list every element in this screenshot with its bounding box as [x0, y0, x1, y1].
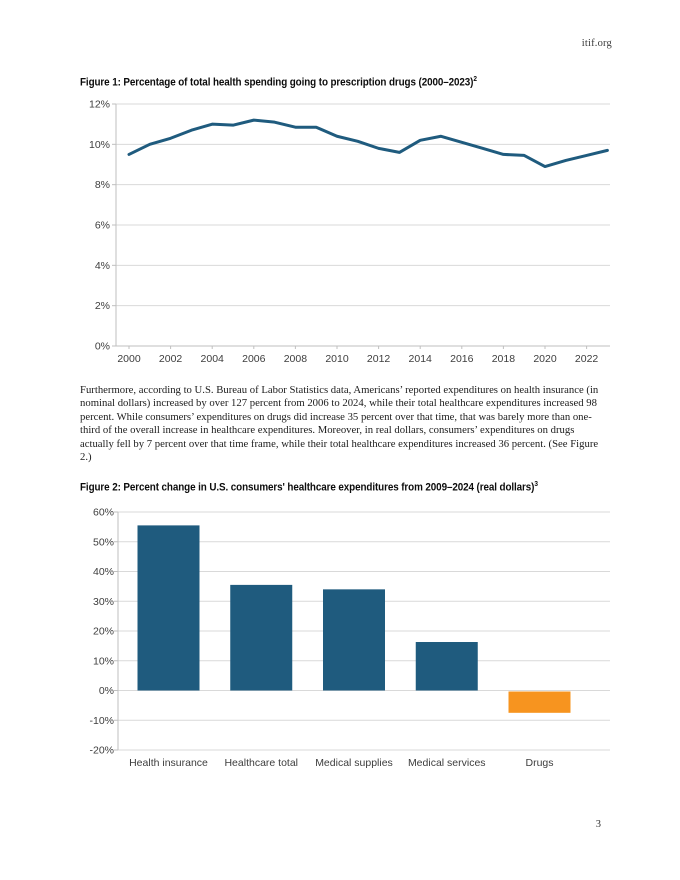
axis-tick-label: -20% — [89, 745, 114, 757]
axis-tick-label: 2008 — [284, 353, 308, 365]
axis-tick-label: 2014 — [409, 353, 433, 365]
body-paragraph: Furthermore, according to U.S. Bureau of… — [80, 384, 599, 464]
axis-tick-label: 2010 — [325, 353, 349, 365]
chart-bar — [230, 584, 293, 691]
axis-tick-label: 4% — [95, 260, 110, 272]
figure2-footnote-ref: 3 — [534, 481, 538, 488]
axis-tick-label: 6% — [95, 220, 110, 232]
page-number: 3 — [595, 819, 601, 830]
chart-bar — [415, 642, 478, 691]
axis-tick-label: 20% — [93, 626, 114, 638]
figure1-title: Figure 1: Percentage of total health spe… — [80, 76, 507, 89]
axis-tick-label: 40% — [93, 566, 114, 578]
axis-tick-label: 10% — [89, 139, 110, 151]
figure2-bar-chart: -20% -10% 0% 10% 20% 30% 40% 50% 60% Health insur… — [89, 507, 610, 769]
axis-tick-label: 0% — [95, 341, 110, 353]
axis-tick-label: 2004 — [201, 353, 225, 365]
axis-tick-label: 60% — [93, 507, 114, 519]
figure2-title-text: Figure 2: Percent change in U.S. consume… — [80, 481, 535, 494]
figure1-title-text: Figure 1: Percentage of total health spe… — [80, 76, 474, 89]
axis-tick-label: Healthcare total — [224, 757, 298, 769]
figure2-title-inner: Figure 2: Percent change in U.S. consume… — [80, 481, 538, 494]
site-url: itif.org — [581, 38, 612, 49]
axis-tick-label: 2022 — [575, 353, 599, 365]
axis-tick-label: 8% — [95, 179, 110, 191]
chart-bar — [323, 589, 385, 691]
axis-tick-label: 30% — [93, 596, 114, 608]
axis-tick-label: Drugs — [525, 757, 553, 769]
axis-tick-label: 0% — [99, 685, 114, 697]
data-line — [127, 118, 609, 169]
axis-tick-label: Medical supplies — [315, 757, 393, 769]
axis-tick-label: 12% — [89, 99, 110, 111]
figure2-title: Figure 2: Percent change in U.S. consume… — [80, 481, 572, 494]
chart-bar — [508, 691, 571, 713]
axis-tick-label: 2018 — [492, 353, 516, 365]
axis-tick-label: Medical services — [408, 757, 486, 769]
axis-tick-label: 2002 — [159, 353, 183, 365]
axis-tick-label: 2000 — [117, 353, 141, 365]
axis-tick-label: 2012 — [367, 353, 391, 365]
axis-tick-label: 2016 — [450, 353, 474, 365]
axis-tick-label: 2006 — [242, 353, 266, 365]
figure1-title-inner: Figure 1: Percentage of total health spe… — [80, 76, 477, 89]
figure1-footnote-ref: 2 — [473, 76, 477, 83]
chart-bar — [137, 525, 200, 691]
axis-tick-label: 2% — [95, 300, 110, 312]
axis-tick-label: 50% — [93, 536, 114, 548]
axis-tick-label: 10% — [93, 655, 114, 667]
axis-tick-label: -10% — [89, 715, 114, 727]
axis-tick-label: Health insurance — [129, 757, 208, 769]
axis-tick-label: 2020 — [533, 353, 557, 365]
figure1-line-chart: 0% 2% 4% 6% 8% 10% 12% 2000 2002 2004 2006 2008 2010… — [89, 99, 610, 365]
